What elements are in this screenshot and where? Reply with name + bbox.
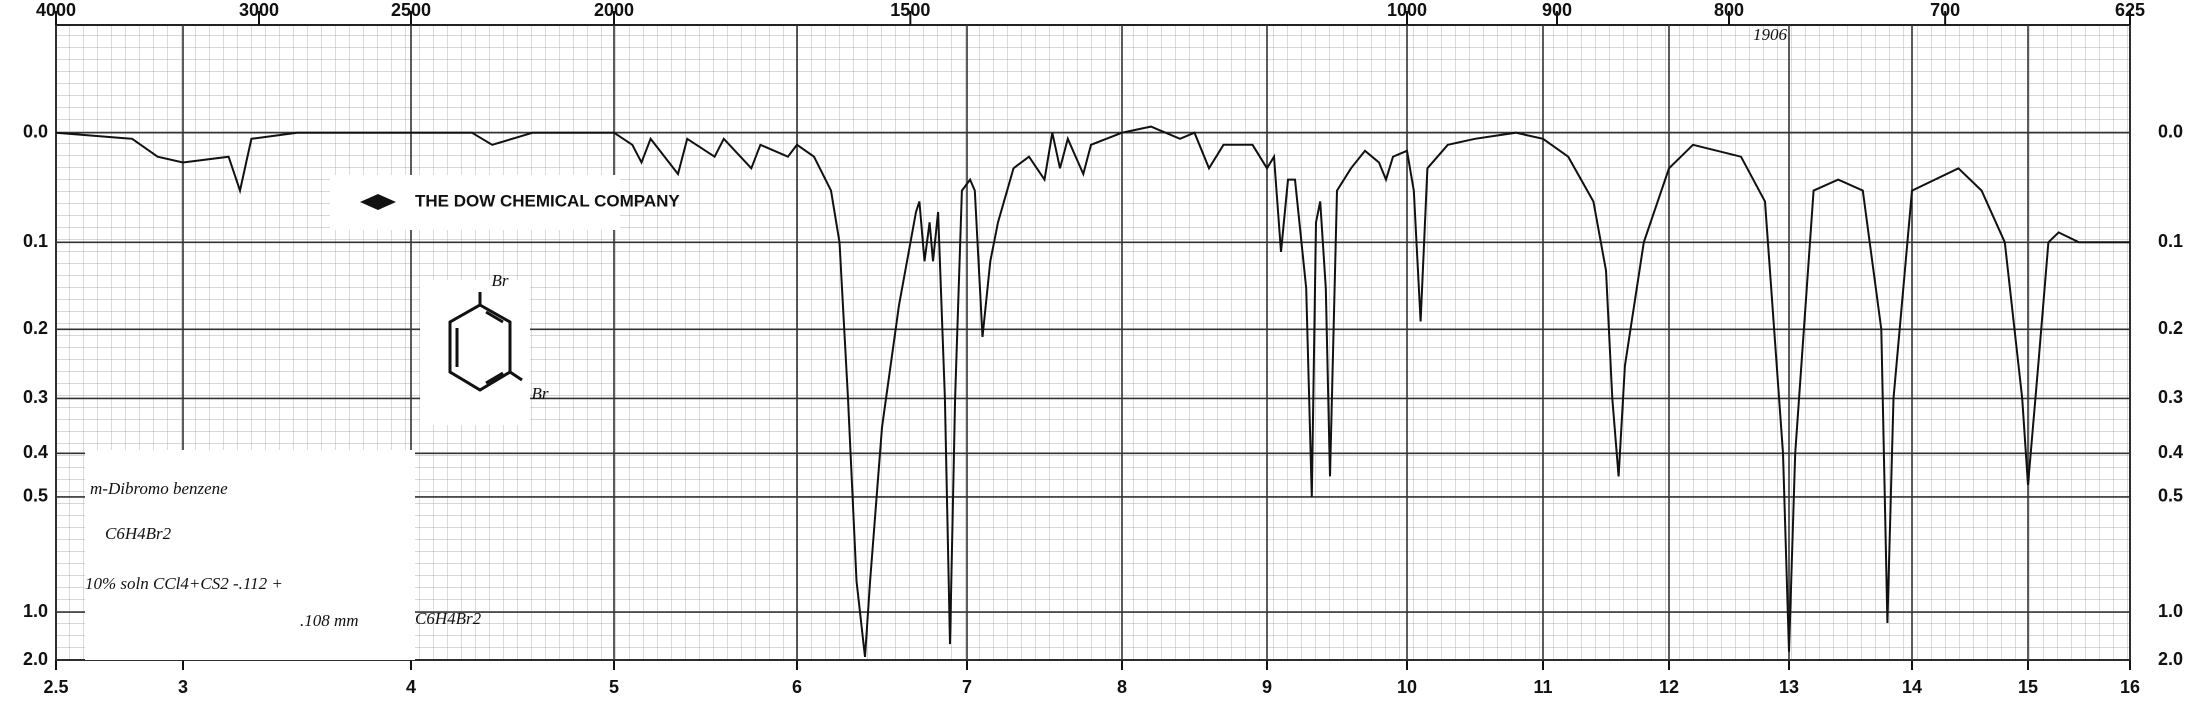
x-tick-label: 4 [406, 677, 416, 697]
x-tick-label: 7 [962, 677, 972, 697]
y-tick-label-right: 0.4 [2158, 442, 2183, 462]
structure [420, 280, 530, 425]
annotation: .108 mm [300, 611, 359, 630]
x-tick-label: 10 [1397, 677, 1417, 697]
x-tick-label: 8 [1117, 677, 1127, 697]
y-tick-label: 0.4 [23, 442, 48, 462]
spectrum-line [55, 125, 2130, 658]
x2-tick-label: 700 [1930, 0, 1960, 20]
x2-tick-label: 3000 [239, 0, 279, 20]
y-tick-label: 0.3 [23, 387, 48, 407]
annotation: THE DOW CHEMICAL COMPANY [415, 191, 680, 210]
annotation: C6H4Br2 [415, 609, 482, 628]
x2-tick-label: 1000 [1387, 0, 1427, 20]
x2-tick-label: 800 [1714, 0, 1744, 20]
logo [330, 175, 620, 230]
y-tick-label-right: 2.0 [2158, 649, 2183, 669]
y-tick-label: 0.1 [23, 231, 48, 251]
y-tick-label-right: 0.2 [2158, 318, 2183, 338]
x-tick-label: 16 [2120, 677, 2140, 697]
y-tick-label: 0.2 [23, 318, 48, 338]
x-tick-label: 12 [1659, 677, 1679, 697]
annotation: Br [532, 384, 549, 403]
annotation: m-Dibromo benzene [90, 479, 228, 498]
annotation: 1906 [1753, 25, 1788, 44]
x2-tick-label: 1500 [890, 0, 930, 20]
annotation: Br [492, 271, 509, 290]
x2-tick-label: 2000 [594, 0, 634, 20]
y-tick-label-right: 0.1 [2158, 231, 2183, 251]
y-tick-label: 1.0 [23, 601, 48, 621]
y-tick-label-right: 0.3 [2158, 387, 2183, 407]
x-tick-label: 15 [2018, 677, 2038, 697]
x2-tick-label: 2500 [391, 0, 431, 20]
label-box [85, 450, 415, 660]
y-tick-label-right: 0.5 [2158, 486, 2183, 506]
annotation: C6H4Br2 [105, 524, 172, 543]
x-tick-label: 9 [1262, 677, 1272, 697]
annotation: 10% soln CCl4+CS2 -.112 + [85, 574, 283, 593]
x2-tick-label: 4000 [36, 0, 76, 20]
x-tick-label: 6 [792, 677, 802, 697]
x-tick-label: 13 [1779, 677, 1799, 697]
x-tick-label: 14 [1902, 677, 1922, 697]
x-tick-label: 5 [609, 677, 619, 697]
y-tick-label-right: 1.0 [2158, 601, 2183, 621]
x-tick-label: 11 [1533, 677, 1552, 697]
y-tick-label: 0.5 [23, 486, 48, 506]
x2-tick-label: 625 [2115, 0, 2145, 20]
x-tick-label: 2.5 [43, 677, 68, 697]
x2-tick-label: 900 [1542, 0, 1572, 20]
x-tick-label: 3 [178, 677, 188, 697]
y-tick-label: 2.0 [23, 649, 48, 669]
y-tick-label-right: 0.0 [2158, 121, 2183, 141]
y-tick-label: 0.0 [23, 121, 48, 141]
